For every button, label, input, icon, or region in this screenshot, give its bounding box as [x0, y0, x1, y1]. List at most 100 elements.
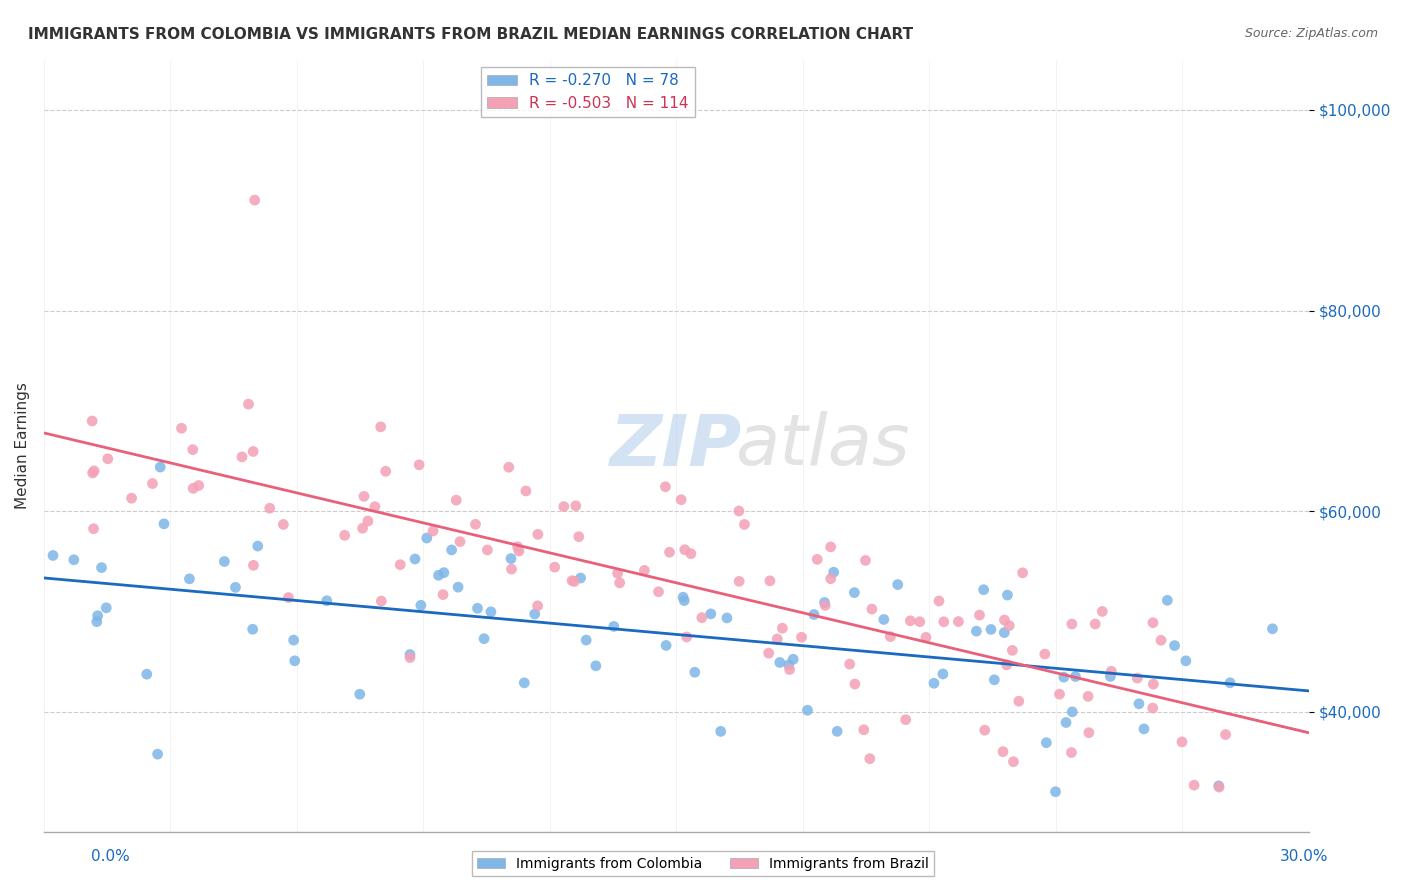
Point — [42, 549, 65, 563]
Point — [243, 193, 266, 207]
Point — [1208, 780, 1230, 794]
Point — [844, 585, 866, 599]
Point — [357, 514, 380, 528]
Point — [153, 516, 176, 531]
Point — [873, 612, 896, 626]
Point — [1011, 566, 1033, 580]
Point — [673, 542, 696, 557]
Point — [575, 633, 598, 648]
Point — [506, 540, 529, 554]
Point — [1091, 604, 1114, 618]
Point — [1142, 615, 1164, 630]
Point — [238, 397, 260, 411]
Point — [422, 524, 444, 538]
Point — [1126, 671, 1149, 685]
Point — [993, 625, 1015, 640]
Point — [561, 574, 583, 588]
Point — [1008, 694, 1031, 708]
Point — [1163, 639, 1185, 653]
Point — [83, 464, 105, 478]
Point — [1142, 701, 1164, 715]
Point — [1133, 722, 1156, 736]
Point — [447, 580, 470, 594]
Point — [1060, 746, 1083, 760]
Point — [82, 414, 104, 428]
Point — [83, 522, 105, 536]
Point — [479, 605, 502, 619]
Point — [679, 547, 702, 561]
Point — [733, 517, 755, 532]
Point — [820, 572, 842, 586]
Point — [806, 552, 828, 566]
Point — [1062, 705, 1084, 719]
Point — [1084, 617, 1107, 632]
Point — [569, 571, 592, 585]
Text: Source: ZipAtlas.com: Source: ZipAtlas.com — [1244, 27, 1378, 40]
Point — [728, 574, 751, 589]
Text: 30.0%: 30.0% — [1281, 849, 1329, 863]
Point — [658, 545, 681, 559]
Point — [508, 544, 530, 558]
Point — [758, 646, 780, 660]
Point — [932, 615, 955, 629]
Point — [1045, 785, 1067, 799]
Point — [283, 633, 305, 648]
Point — [1171, 735, 1194, 749]
Point — [440, 543, 463, 558]
Point — [527, 527, 550, 541]
Point — [969, 608, 991, 623]
Point — [444, 493, 467, 508]
Point — [932, 667, 955, 681]
Point — [1053, 670, 1076, 684]
Point — [86, 608, 108, 623]
Point — [647, 584, 669, 599]
Point — [655, 639, 678, 653]
Point — [1002, 755, 1025, 769]
Point — [983, 673, 1005, 687]
Point — [82, 466, 104, 480]
Point — [790, 630, 813, 644]
Point — [825, 724, 848, 739]
Point — [498, 460, 520, 475]
Point — [915, 631, 938, 645]
Point — [181, 481, 204, 495]
Point — [526, 599, 548, 613]
Point — [141, 476, 163, 491]
Point — [585, 658, 607, 673]
Point — [1054, 715, 1077, 730]
Point — [370, 420, 392, 434]
Text: 0.0%: 0.0% — [91, 849, 131, 863]
Point — [672, 591, 695, 605]
Point — [980, 623, 1002, 637]
Point — [273, 517, 295, 532]
Point — [1049, 687, 1071, 701]
Legend: Immigrants from Colombia, Immigrants from Brazil: Immigrants from Colombia, Immigrants fro… — [471, 851, 935, 876]
Point — [606, 566, 628, 581]
Point — [86, 615, 108, 629]
Point — [409, 599, 432, 613]
Point — [389, 558, 412, 572]
Point — [820, 540, 842, 554]
Point — [1215, 728, 1237, 742]
Point — [710, 724, 733, 739]
Point — [277, 591, 299, 605]
Point — [782, 652, 804, 666]
Point — [654, 480, 676, 494]
Point — [149, 460, 172, 475]
Point — [97, 451, 120, 466]
Point — [728, 504, 751, 518]
Point — [998, 618, 1021, 632]
Point — [187, 478, 209, 492]
Point — [669, 492, 692, 507]
Point — [1001, 643, 1024, 657]
Point — [633, 563, 655, 577]
Point — [1033, 647, 1056, 661]
Point — [759, 574, 782, 588]
Point — [700, 607, 723, 621]
Point — [908, 615, 931, 629]
Point — [353, 489, 375, 503]
Point — [370, 594, 392, 608]
Point — [449, 534, 471, 549]
Point — [813, 595, 835, 609]
Point — [675, 630, 697, 644]
